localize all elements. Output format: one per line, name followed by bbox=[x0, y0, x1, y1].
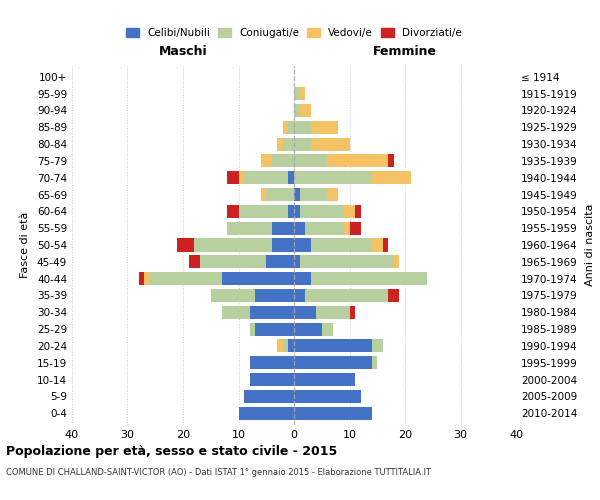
Bar bbox=[289, 171, 294, 184]
Bar bbox=[244, 390, 294, 403]
Bar bbox=[294, 188, 299, 201]
Bar bbox=[250, 322, 255, 336]
Bar bbox=[294, 306, 316, 319]
Bar bbox=[311, 272, 427, 285]
Bar bbox=[289, 120, 294, 134]
Bar bbox=[227, 205, 239, 218]
Text: Popolazione per età, sesso e stato civile - 2015: Popolazione per età, sesso e stato civil… bbox=[6, 445, 337, 458]
Bar bbox=[227, 171, 239, 184]
Bar bbox=[294, 171, 372, 184]
Bar bbox=[277, 138, 283, 150]
Bar bbox=[311, 138, 349, 150]
Bar bbox=[372, 238, 383, 252]
Bar bbox=[294, 373, 355, 386]
Bar bbox=[178, 238, 194, 252]
Bar bbox=[372, 340, 383, 352]
Bar bbox=[266, 188, 294, 201]
Bar bbox=[305, 289, 388, 302]
Bar bbox=[294, 322, 322, 336]
Bar bbox=[266, 256, 294, 268]
Bar bbox=[222, 272, 294, 285]
Bar bbox=[255, 322, 294, 336]
Bar bbox=[394, 256, 400, 268]
Text: COMUNE DI CHALLAND-SAINT-VICTOR (AO) - Dati ISTAT 1° gennaio 2015 - Elaborazione: COMUNE DI CHALLAND-SAINT-VICTOR (AO) - D… bbox=[6, 468, 431, 477]
Bar bbox=[305, 222, 344, 234]
Bar bbox=[294, 256, 299, 268]
Bar bbox=[294, 154, 328, 168]
Bar bbox=[349, 306, 355, 319]
Legend: Celibi/Nubili, Coniugati/e, Vedovi/e, Divorziati/e: Celibi/Nubili, Coniugati/e, Vedovi/e, Di… bbox=[122, 24, 466, 42]
Bar bbox=[294, 205, 299, 218]
Bar bbox=[388, 289, 400, 302]
Bar bbox=[294, 222, 305, 234]
Bar bbox=[328, 154, 388, 168]
Bar bbox=[250, 373, 294, 386]
Bar bbox=[239, 171, 244, 184]
Bar bbox=[299, 87, 305, 100]
Bar bbox=[294, 238, 311, 252]
Bar bbox=[222, 306, 250, 319]
Bar bbox=[272, 222, 294, 234]
Bar bbox=[239, 406, 294, 420]
Bar bbox=[294, 104, 299, 117]
Bar bbox=[227, 222, 272, 234]
Bar bbox=[289, 340, 294, 352]
Bar bbox=[344, 222, 349, 234]
Bar bbox=[344, 205, 355, 218]
Bar bbox=[211, 289, 255, 302]
Bar bbox=[144, 272, 150, 285]
Bar bbox=[283, 120, 289, 134]
Bar bbox=[250, 356, 294, 370]
Bar bbox=[139, 272, 144, 285]
Bar bbox=[250, 306, 294, 319]
Bar bbox=[272, 154, 294, 168]
Bar bbox=[255, 289, 294, 302]
Bar bbox=[200, 256, 266, 268]
Text: Maschi: Maschi bbox=[158, 46, 208, 59]
Bar bbox=[294, 406, 372, 420]
Bar bbox=[294, 390, 361, 403]
Bar bbox=[294, 289, 305, 302]
Bar bbox=[260, 188, 266, 201]
Bar bbox=[383, 238, 388, 252]
Bar bbox=[372, 171, 410, 184]
Bar bbox=[188, 256, 200, 268]
Bar bbox=[294, 356, 372, 370]
Bar bbox=[294, 87, 299, 100]
Bar bbox=[194, 238, 272, 252]
Bar bbox=[322, 322, 333, 336]
Y-axis label: Anni di nascita: Anni di nascita bbox=[584, 204, 595, 286]
Y-axis label: Fasce di età: Fasce di età bbox=[20, 212, 30, 278]
Bar bbox=[244, 171, 289, 184]
Bar bbox=[294, 138, 311, 150]
Bar bbox=[349, 222, 361, 234]
Bar bbox=[283, 138, 294, 150]
Bar bbox=[311, 120, 338, 134]
Text: Femmine: Femmine bbox=[373, 46, 437, 59]
Bar bbox=[311, 238, 372, 252]
Bar bbox=[316, 306, 349, 319]
Bar bbox=[150, 272, 222, 285]
Bar bbox=[328, 188, 338, 201]
Bar bbox=[355, 205, 361, 218]
Bar bbox=[277, 340, 283, 352]
Bar bbox=[294, 340, 372, 352]
Bar bbox=[299, 104, 311, 117]
Bar bbox=[283, 340, 289, 352]
Bar bbox=[294, 272, 311, 285]
Bar bbox=[299, 256, 394, 268]
Bar bbox=[388, 154, 394, 168]
Bar bbox=[239, 205, 289, 218]
Bar bbox=[299, 188, 328, 201]
Bar bbox=[289, 205, 294, 218]
Bar bbox=[272, 238, 294, 252]
Bar bbox=[260, 154, 272, 168]
Bar bbox=[294, 120, 311, 134]
Bar bbox=[372, 356, 377, 370]
Bar bbox=[299, 205, 344, 218]
